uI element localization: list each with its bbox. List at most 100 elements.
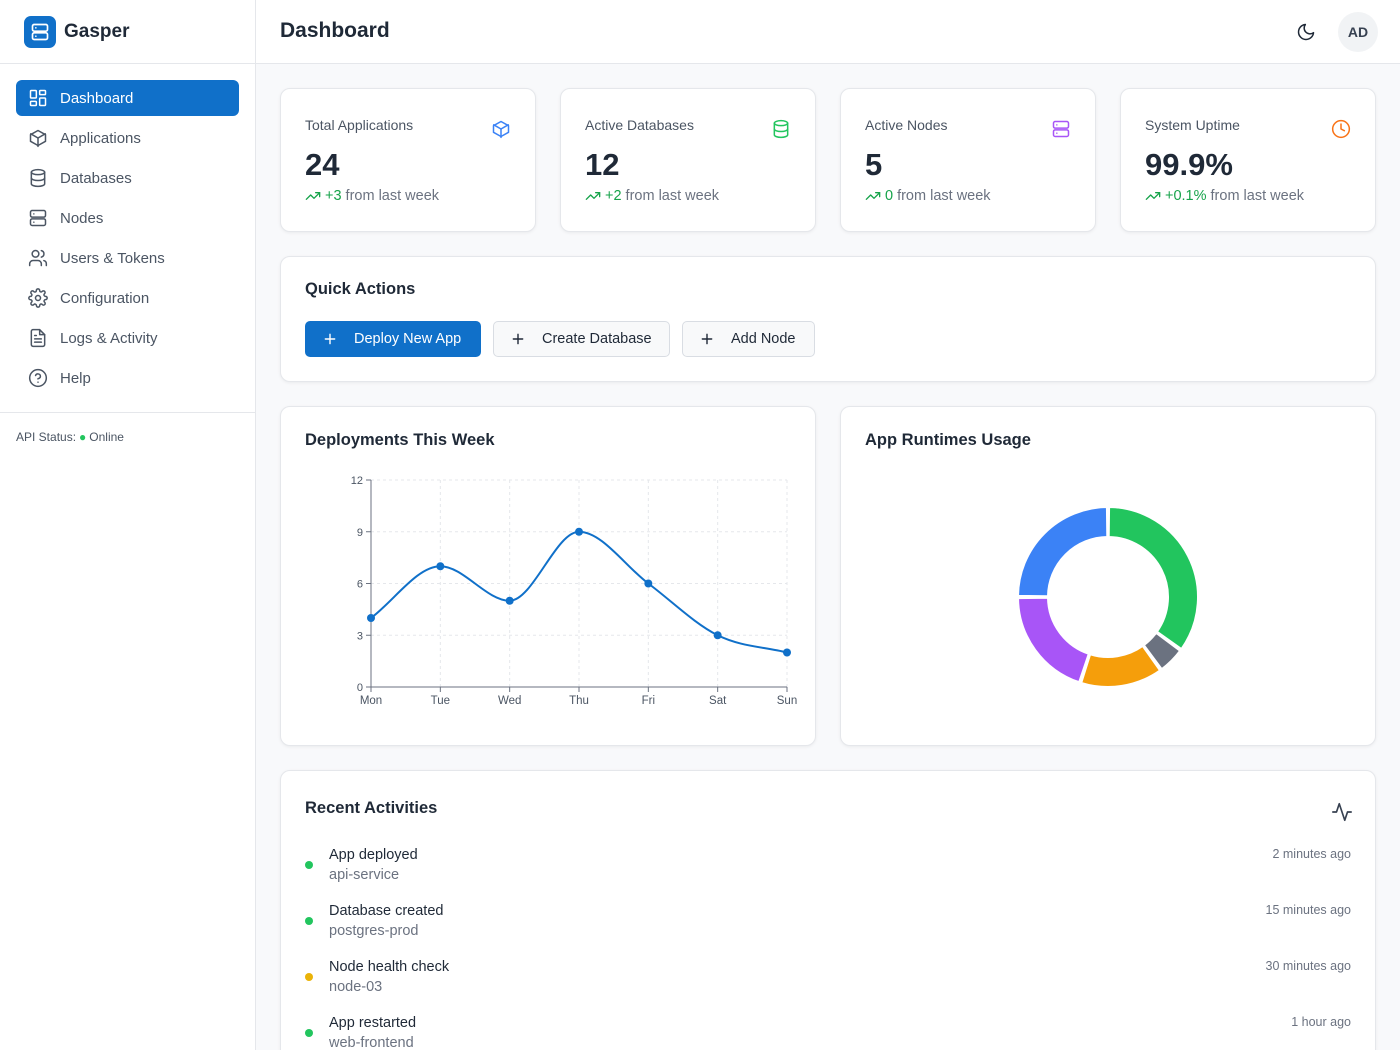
activity-title: App restarted — [329, 1015, 417, 1031]
clock-icon — [1331, 119, 1351, 139]
sidebar-item-help[interactable]: Help — [16, 360, 239, 396]
stat-change: +3 from last week — [305, 188, 439, 204]
data-point — [783, 648, 791, 657]
theme-toggle-button[interactable] — [1292, 18, 1320, 46]
sidebar-item-label: Help — [60, 369, 91, 387]
button-label: Add Node — [731, 331, 796, 347]
create-database-button[interactable]: Create Database — [493, 321, 670, 357]
sidebar-item-configuration[interactable]: Configuration — [16, 280, 239, 316]
api-status: API Status: ● Online — [16, 430, 124, 444]
y-tick-label: 12 — [351, 475, 363, 487]
activity-item: Node health check node-03 30 minutes ago — [305, 959, 1351, 1003]
stat-change: +2 from last week — [585, 188, 719, 204]
donut-slice — [1016, 596, 1091, 684]
stat-label: Active Nodes — [865, 117, 948, 133]
box-icon — [29, 129, 47, 148]
donut-slice — [1107, 505, 1199, 651]
x-tick-label: Mon — [360, 695, 382, 707]
runtimes-donut-chart — [1016, 505, 1199, 688]
stat-label: System Uptime — [1145, 117, 1240, 133]
activity-subtitle: node-03 — [329, 979, 383, 995]
plus-icon — [324, 333, 336, 345]
logo-server-icon — [24, 15, 56, 48]
sidebar-item-dashboard[interactable]: Dashboard — [16, 80, 239, 116]
stat-change: +0.1% from last week — [1145, 188, 1304, 204]
stat-delta: +0.1% — [1165, 188, 1207, 204]
server-icon — [1052, 120, 1070, 138]
data-point — [436, 562, 445, 571]
help-circle-icon — [28, 368, 48, 388]
data-point — [644, 579, 653, 588]
stat-value: 24 — [305, 147, 340, 182]
plus-icon — [512, 333, 524, 345]
trending-up-icon — [305, 192, 321, 200]
x-tick-label: Sat — [709, 695, 727, 707]
series-line — [370, 530, 788, 654]
users-icon — [28, 249, 48, 267]
sidebar-item-label: Dashboard — [60, 89, 134, 107]
trending-up-icon — [1145, 192, 1161, 200]
top-header: Dashboard AD — [256, 0, 1400, 64]
sidebar-nav: Dashboard Applications Databases Nodes U… — [0, 64, 255, 396]
activity-subtitle: web-frontend — [329, 1035, 414, 1050]
stat-suffix: from last week — [1210, 188, 1305, 204]
activity-item: Database created postgres-prod 15 minute… — [305, 903, 1351, 947]
stat-suffix: from last week — [897, 188, 991, 204]
activity-subtitle: api-service — [329, 867, 400, 883]
activity-subtitle: postgres-prod — [329, 923, 419, 939]
deployments-line-chart: 0 3 6 9 12 Mon Tue Wed Thu Fri Sat Sun — [351, 475, 797, 707]
activity-title: App deployed — [329, 847, 418, 863]
sidebar-item-users-tokens[interactable]: Users & Tokens — [16, 240, 239, 276]
data-point — [575, 527, 583, 536]
sidebar-item-databases[interactable]: Databases — [16, 160, 239, 196]
sidebar-item-applications[interactable]: Applications — [16, 120, 239, 156]
button-label: Deploy New App — [354, 331, 462, 347]
sidebar-item-nodes[interactable]: Nodes — [16, 200, 239, 236]
add-node-button[interactable]: Add Node — [682, 321, 815, 357]
data-point — [713, 631, 722, 640]
sidebar-item-label: Configuration — [60, 289, 150, 307]
sidebar-item-label: Databases — [60, 169, 132, 187]
app-name: Gasper — [64, 20, 130, 42]
sidebar-item-label: Logs & Activity — [60, 329, 158, 347]
trending-up-icon — [865, 192, 881, 200]
avatar[interactable]: AD — [1338, 12, 1378, 52]
stat-card-applications: Total Applications 24 +3 from last week — [280, 88, 536, 232]
data-point — [367, 614, 375, 622]
donut-slice — [1079, 644, 1162, 688]
donut-slice — [1016, 505, 1109, 598]
x-tick-label: Thu — [569, 695, 589, 707]
server-icon — [29, 209, 47, 227]
deployments-title: Deployments This Week — [305, 431, 495, 449]
sidebar-item-logs-activity[interactable]: Logs & Activity — [16, 320, 239, 356]
runtimes-card: App Runtimes Usage — [840, 406, 1376, 746]
stat-suffix: from last week — [625, 188, 720, 204]
database-icon — [773, 119, 789, 139]
stat-value: 99.9% — [1145, 147, 1233, 182]
donut-slice — [1142, 631, 1182, 671]
activity-item: App deployed api-service 2 minutes ago — [305, 847, 1351, 891]
page-title: Dashboard — [280, 19, 390, 42]
stat-delta: 0 — [885, 188, 894, 204]
recent-activities-card: Recent Activities App deployed api-servi… — [280, 770, 1376, 1050]
status-dot-icon: ● — [79, 430, 87, 444]
stat-suffix: from last week — [345, 188, 440, 204]
runtimes-title: App Runtimes Usage — [865, 431, 1031, 449]
stat-card-uptime: System Uptime 99.9% +0.1% from last week — [1120, 88, 1376, 232]
api-status-label: API Status: — [16, 430, 77, 444]
stat-label: Total Applications — [305, 117, 414, 133]
stat-delta: +3 — [325, 188, 342, 204]
deploy-new-app-button[interactable]: Deploy New App — [305, 321, 481, 357]
api-status-value: Online — [89, 430, 124, 444]
data-point — [505, 596, 514, 605]
stat-value: 12 — [585, 147, 620, 182]
deployments-card: Deployments This Week 0 3 6 9 12 Mon Tue Wed Thu… — [280, 406, 816, 746]
activity-time: 15 minutes ago — [1265, 903, 1351, 917]
quick-actions-title: Quick Actions — [305, 280, 416, 298]
activity-time: 1 hour ago — [1291, 1015, 1351, 1029]
sidebar-item-label: Applications — [60, 129, 141, 147]
plus-icon — [701, 333, 713, 345]
activity-time: 30 minutes ago — [1265, 959, 1351, 973]
status-dot — [305, 1029, 313, 1037]
dashboard-icon — [29, 89, 47, 107]
